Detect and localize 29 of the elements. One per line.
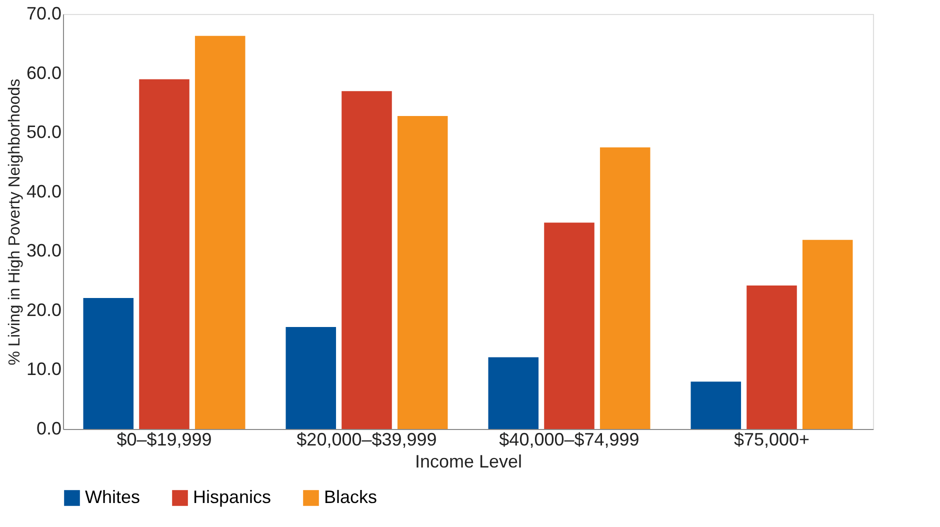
y-tick-label: 30.0: [26, 240, 62, 261]
y-tick-label: 0.0: [36, 418, 62, 438]
x-axis-title: Income Level: [414, 452, 522, 472]
y-tick-label: 50.0: [26, 122, 62, 142]
y-axis-title: % Living in High Poverty Neighborhoods: [6, 78, 24, 366]
y-tick-label: 40.0: [26, 181, 62, 202]
bar: [488, 357, 539, 429]
x-tick-label: $0–$19,999: [116, 430, 212, 450]
legend-label: Whites: [85, 487, 140, 507]
y-tick-label: 10.0: [26, 359, 62, 380]
bar: [397, 116, 448, 429]
x-tick-label: $20,000–$39,999: [296, 430, 437, 450]
legend-label: Hispanics: [193, 487, 272, 507]
bar: [286, 327, 336, 429]
y-tick-label: 70.0: [26, 4, 62, 24]
bar: [139, 79, 190, 429]
legend-label: Blacks: [324, 487, 378, 507]
bar: [600, 147, 650, 429]
bar: [83, 298, 134, 429]
bar: [194, 36, 246, 429]
bar: [690, 382, 742, 429]
bar: [802, 240, 853, 429]
x-tick-label: $75,000+: [734, 430, 810, 450]
bar: [544, 222, 594, 429]
bar: [342, 91, 392, 429]
bar: [746, 286, 797, 429]
x-tick-label: $40,000–$74,999: [499, 430, 640, 450]
y-tick-label: 20.0: [26, 300, 62, 320]
y-tick-label: 60.0: [26, 62, 62, 83]
